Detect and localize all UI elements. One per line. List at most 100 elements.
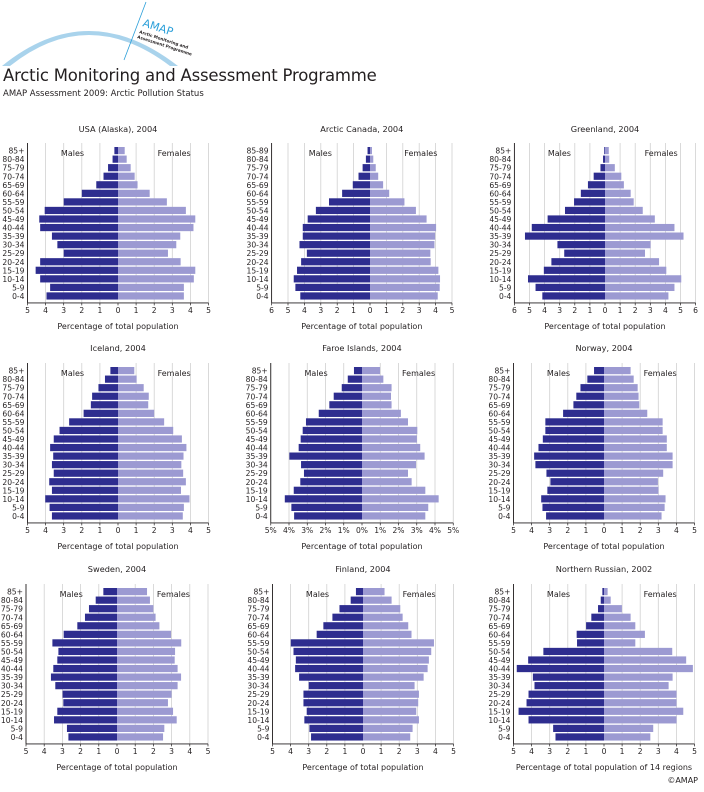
male-bar	[69, 418, 118, 426]
age-group-label: 50-54	[2, 426, 24, 435]
male-bar	[543, 647, 604, 656]
female-bar	[362, 435, 417, 443]
x-tick-label: 5%	[447, 526, 459, 535]
female-bar	[605, 283, 675, 291]
male-bar	[528, 690, 604, 698]
female-bar	[605, 266, 667, 274]
age-group-label: 25-29	[247, 690, 269, 699]
male-bar	[518, 707, 604, 715]
x-tick-label: 3%	[301, 526, 313, 535]
female-bar	[117, 690, 172, 698]
females-label: Females	[404, 149, 437, 158]
female-bar	[118, 495, 190, 503]
female-bar	[117, 639, 182, 647]
x-axis-label: Percentage of total population	[57, 542, 178, 551]
male-bar	[51, 512, 119, 520]
female-bar	[604, 673, 673, 681]
male-bar	[55, 682, 117, 690]
male-bar	[40, 258, 118, 266]
age-group-label: 85-89	[247, 147, 269, 156]
male-bar	[303, 690, 363, 698]
male-bar	[367, 147, 370, 155]
female-bar	[605, 223, 675, 232]
female-bar	[117, 596, 150, 604]
age-group-label: 45-49	[1, 656, 23, 665]
age-group-label: 5-9	[12, 283, 25, 292]
female-bar	[363, 622, 409, 630]
x-tick-label: 3	[547, 747, 552, 756]
x-tick-label: 2%	[319, 526, 331, 535]
female-bar	[362, 443, 421, 452]
female-bar	[363, 690, 419, 698]
female-bar	[604, 435, 667, 443]
age-group-label: 0-4	[498, 512, 511, 521]
report-title: AMAP Assessment 2009: Arctic Pollution S…	[3, 89, 204, 99]
female-bar	[118, 189, 150, 197]
age-group-label: 45-49	[246, 435, 268, 444]
x-tick-label: 5	[206, 526, 211, 535]
age-group-label: 50-54	[247, 647, 269, 656]
female-bar	[117, 707, 174, 715]
female-bar	[118, 409, 155, 417]
female-bar	[118, 249, 168, 257]
age-group-label: 30-34	[246, 461, 268, 470]
females-label: Females	[158, 369, 191, 378]
female-bar	[605, 198, 634, 206]
age-group-label: 85+	[8, 367, 24, 376]
female-bar	[363, 656, 429, 664]
female-bar	[604, 630, 645, 638]
females-label: Females	[645, 149, 678, 158]
male-bar	[63, 630, 117, 638]
male-bar	[291, 503, 362, 511]
age-group-label: 75-79	[2, 164, 24, 173]
age-group-label: 0-4	[257, 733, 270, 742]
x-tick-label: 5	[270, 747, 275, 756]
female-bar	[605, 172, 622, 180]
male-bar	[542, 503, 604, 511]
x-tick-label: 2	[572, 306, 577, 315]
male-bar	[53, 435, 119, 443]
female-bar	[604, 384, 638, 392]
age-group-label: 75-79	[2, 384, 24, 393]
female-bar	[604, 656, 687, 664]
male-bar	[551, 258, 605, 266]
female-bar	[118, 292, 184, 300]
age-group-label: 20-24	[2, 478, 24, 487]
age-group-label: 55-59	[489, 198, 511, 207]
x-tick-label: 0%	[356, 526, 368, 535]
age-group-label: 35-39	[488, 452, 510, 461]
age-group-label: 15-19	[489, 266, 511, 275]
age-group-label: 70-74	[247, 172, 269, 181]
male-bar	[542, 435, 604, 443]
male-bar	[535, 461, 604, 469]
male-bar	[593, 172, 605, 180]
age-group-label: 80-84	[1, 596, 23, 605]
x-tick-label: 5	[451, 747, 456, 756]
x-tick-label: 0	[116, 306, 121, 315]
age-group-label: 20-24	[488, 478, 510, 487]
female-bar	[370, 292, 438, 300]
female-bar	[118, 164, 131, 172]
female-bar	[118, 392, 149, 400]
female-bar	[370, 172, 379, 180]
chart-title: Arctic Canada, 2004	[320, 124, 403, 134]
age-group-label: 25-29	[2, 469, 24, 478]
age-group-label: 30-34	[2, 461, 24, 470]
age-group-label: 35-39	[246, 452, 268, 461]
age-group-label: 35-39	[1, 673, 23, 682]
female-bar	[370, 266, 439, 274]
female-bar	[118, 241, 177, 249]
female-bar	[118, 461, 182, 469]
females-label: Females	[158, 149, 191, 158]
x-axis-label: Percentage of total population	[544, 322, 665, 331]
age-group-label: 85+	[494, 588, 510, 597]
male-bar	[53, 452, 119, 460]
male-bar	[92, 392, 118, 400]
x-tick-label: 3	[557, 306, 562, 315]
age-group-label: 55-59	[247, 639, 269, 648]
x-tick-label: 0	[603, 306, 608, 315]
age-group-label: 5-9	[498, 724, 511, 733]
age-group-label: 5-9	[257, 724, 270, 733]
x-tick-label: 5	[25, 526, 30, 535]
pyramid-chart: Greenland, 200485+80-8475-7970-7465-6960…	[489, 124, 698, 331]
